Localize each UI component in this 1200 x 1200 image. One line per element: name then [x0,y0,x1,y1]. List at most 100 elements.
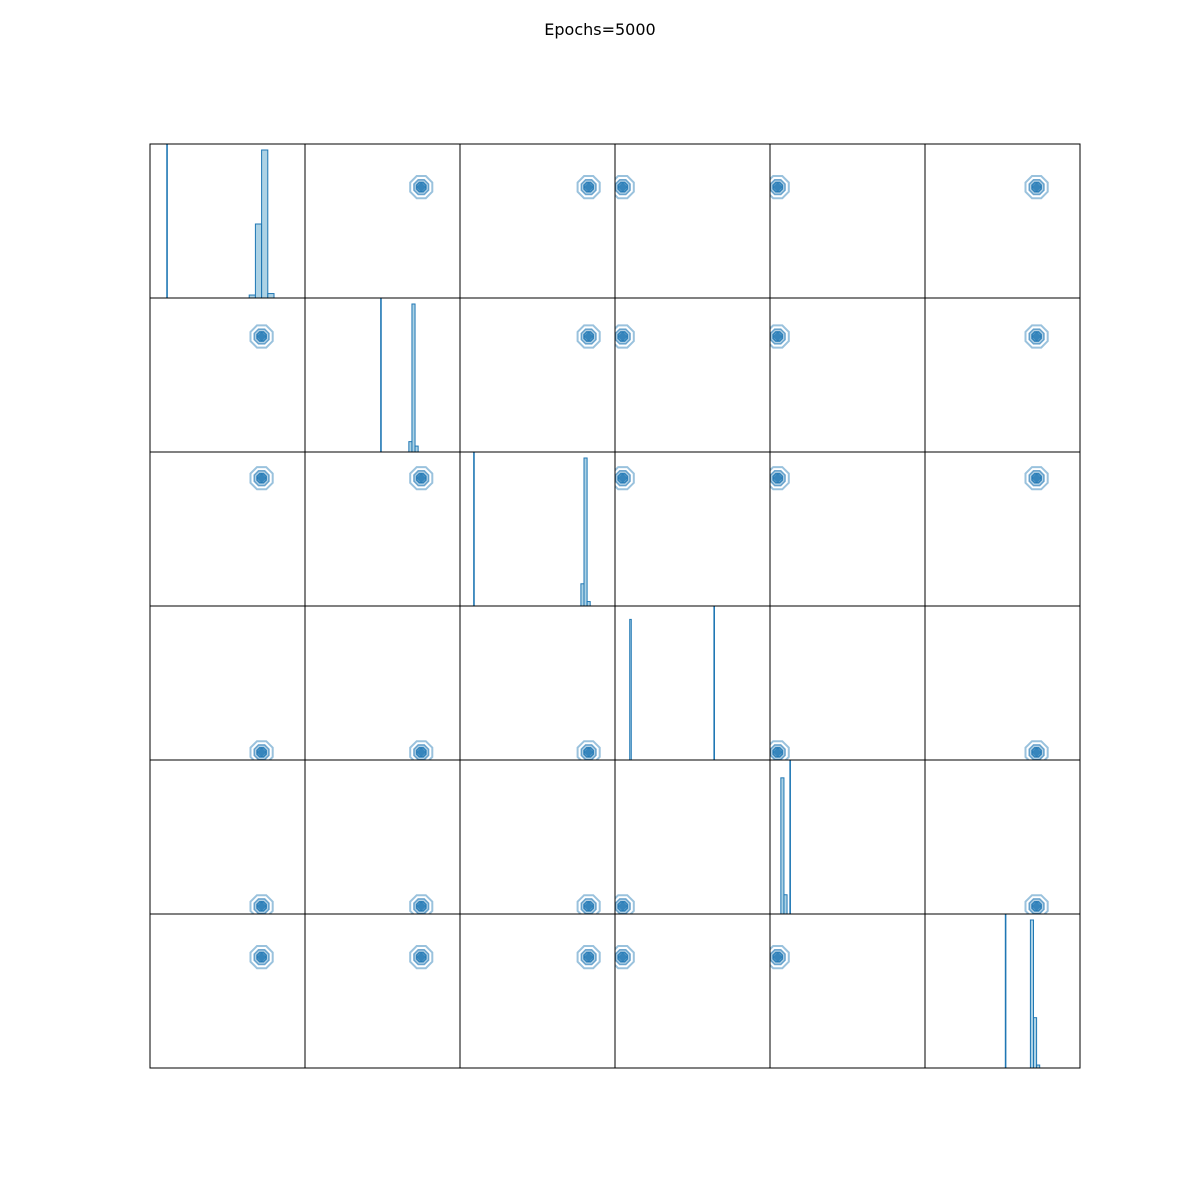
contour-outer [409,945,434,970]
panel-1-1 [304,297,461,453]
contour-core [617,952,628,963]
contour-outer [770,466,790,491]
panel-frame [924,143,1081,299]
panel-2-3 [614,451,771,607]
contour-outer [576,894,601,914]
contour-core [583,747,594,758]
panel-frame [769,143,926,299]
panel-0-3 [614,143,771,299]
contour-core [1031,182,1042,193]
contour-core [256,747,267,758]
contour-core [617,182,628,193]
panel-content [576,740,601,760]
panel-frame [304,913,461,1069]
panel-2-2 [459,451,616,607]
panel-content [409,466,434,491]
panel-content [1024,466,1049,491]
contour-core [416,473,427,484]
panel-content [576,945,601,970]
contour-core [1031,473,1042,484]
panel-content [615,324,635,349]
contour-core [1031,331,1042,342]
panel-3-2 [459,605,616,761]
contour-outer [615,894,635,914]
panel-3-4 [769,605,926,761]
panel-content [1024,324,1049,349]
histogram-bar [783,894,788,914]
panel-frame [459,297,616,453]
panel-3-1 [304,605,461,761]
contour-outer [615,945,635,970]
contour-outer [1024,175,1049,200]
panel-5-4 [769,913,926,1069]
panel-4-4 [769,759,926,915]
panel-frame [924,297,1081,453]
panel-content [166,144,275,298]
panel-content [770,945,790,970]
panel-frame [924,451,1081,607]
panel-5-5 [924,913,1081,1069]
panel-0-0 [149,143,306,299]
histogram-bar [583,457,588,606]
panel-5-0 [149,913,306,1069]
contour-core [256,331,267,342]
panel-content [615,466,635,491]
panel-content [1024,175,1049,200]
panel-frame [924,605,1081,761]
contour-outer [249,740,274,760]
panel-content [1004,914,1041,1068]
panel-frame [614,913,771,1069]
histogram-bar [1036,1064,1041,1068]
contour-core [416,182,427,193]
panel-content [780,760,791,914]
figure-title: Epochs=5000 [544,20,656,39]
panel-4-0 [149,759,306,915]
panel-content [249,945,274,970]
panel-frame [304,605,461,761]
panel-1-2 [459,297,616,453]
panel-4-2 [459,759,616,915]
contour-core [772,182,783,193]
panel-frame [149,297,306,453]
panel-frame [149,913,306,1069]
contour-core [772,473,783,484]
panel-frame [459,913,616,1069]
contour-outer [409,740,434,760]
histogram-bar [629,618,632,760]
contour-outer [249,945,274,970]
panel-0-2 [459,143,616,299]
contour-outer [1024,466,1049,491]
contour-outer [409,175,434,200]
panel-1-3 [614,297,771,453]
histogram-bar [1029,919,1035,1068]
panel-frame [924,913,1081,1069]
contour-core [583,952,594,963]
contour-outer [576,740,601,760]
panel-content [409,740,434,760]
panel-3-5 [924,605,1081,761]
panel-content [249,324,274,349]
panel-frame [304,143,461,299]
panel-1-4 [769,297,926,453]
panel-frame [614,451,771,607]
panel-frame [304,297,461,453]
panel-frame [304,451,461,607]
panel-frame [769,759,926,915]
contour-outer [615,175,635,200]
panel-2-1 [304,451,461,607]
panel-frame [769,297,926,453]
panel-3-0 [149,605,306,761]
panel-content [576,894,601,914]
panel-0-1 [304,143,461,299]
contour-core [1031,747,1042,758]
panel-content [380,298,419,452]
contour-outer [770,324,790,349]
panel-content [770,466,790,491]
contour-core [772,952,783,963]
panel-content [576,324,601,349]
contour-outer [576,175,601,200]
contour-outer [1024,740,1049,760]
contour-outer [249,466,274,491]
contour-core [617,901,628,912]
